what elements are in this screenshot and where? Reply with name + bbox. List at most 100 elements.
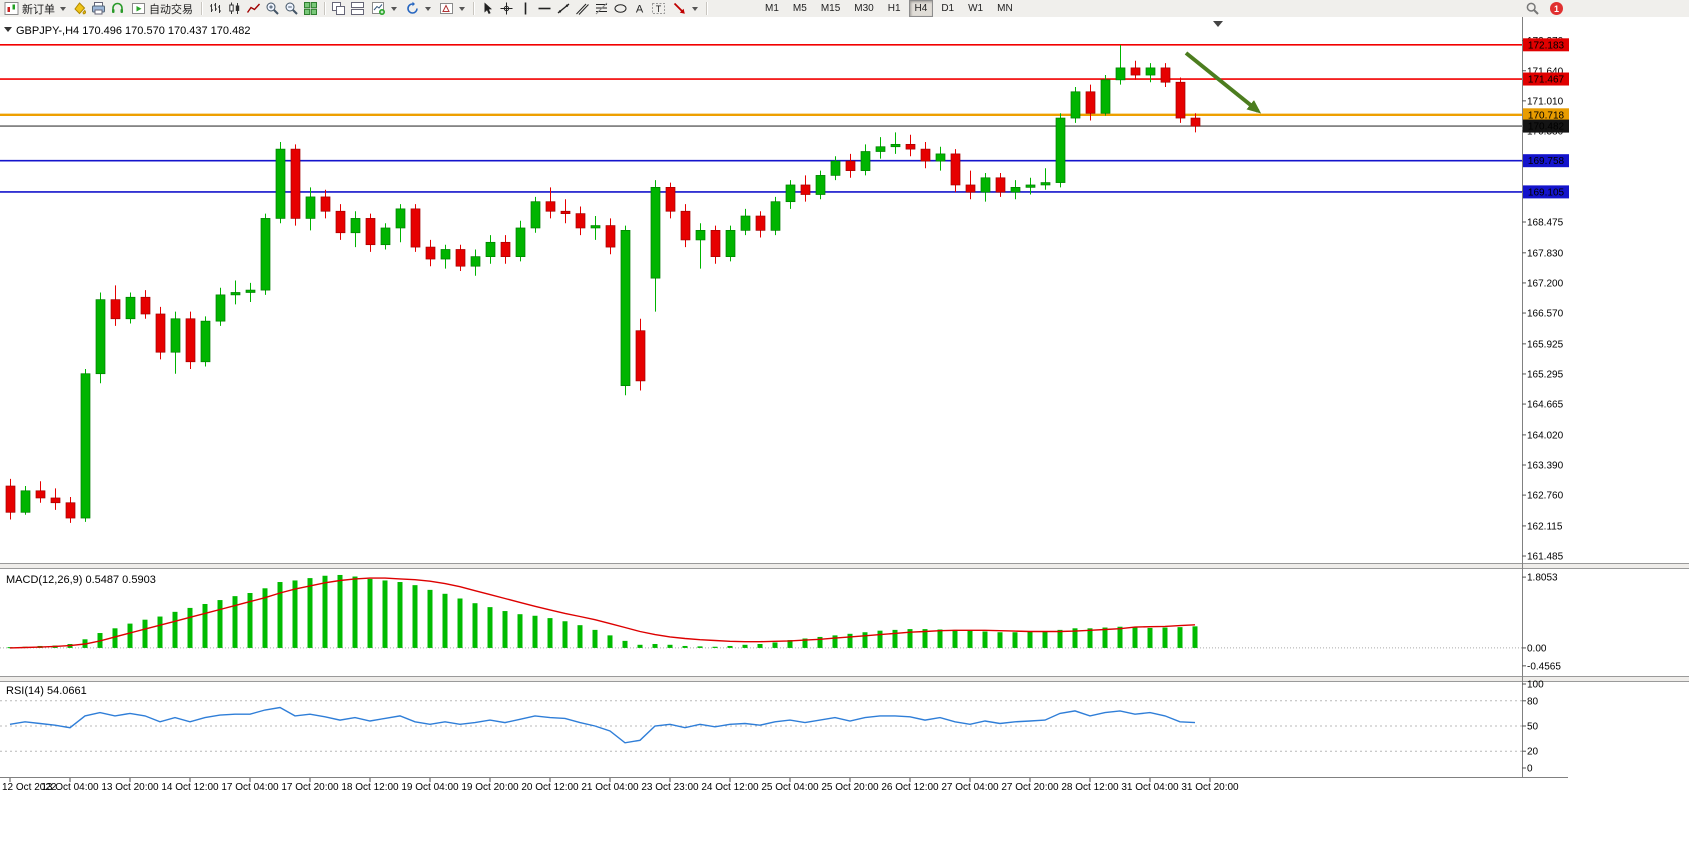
svg-text:0: 0 — [1527, 764, 1533, 775]
svg-text:169.105: 169.105 — [1528, 187, 1565, 198]
toolbar-separator — [324, 2, 325, 15]
chevron-down-icon — [60, 6, 66, 11]
templates-button[interactable] — [435, 1, 469, 17]
svg-text:171.010: 171.010 — [1527, 96, 1564, 107]
timeframe-button-mn[interactable]: MN — [997, 3, 1013, 14]
chart-title: GBPJPY-,H4 170.496 170.570 170.437 170.4… — [16, 25, 250, 37]
timeframe-button-h4[interactable]: H4 — [908, 0, 934, 17]
candlestick-chart-icon[interactable] — [225, 1, 244, 17]
svg-text:26 Oct 12:00: 26 Oct 12:00 — [881, 782, 939, 793]
svg-text:13 Oct 20:00: 13 Oct 20:00 — [101, 782, 159, 793]
horizontal-line-icon[interactable] — [535, 1, 554, 17]
zoom-out-icon[interactable] — [282, 1, 301, 17]
svg-text:80: 80 — [1527, 696, 1539, 707]
svg-text:166.570: 166.570 — [1527, 309, 1564, 320]
svg-text:17 Oct 20:00: 17 Oct 20:00 — [281, 782, 339, 793]
ellipse-shape-icon[interactable] — [611, 1, 630, 17]
toolbar-right-group: 1 — [1525, 1, 1563, 16]
timeframe-group: M1 M5 M15 M30 H1 H4 D1 W1 MN — [759, 0, 1021, 17]
svg-text:170.482: 170.482 — [1528, 122, 1565, 133]
macd-label: MACD(12,26,9) 0.5487 0.5903 — [6, 574, 156, 586]
printer-icon[interactable] — [89, 1, 108, 17]
candles-layer — [5, 44, 1201, 523]
svg-text:162.115: 162.115 — [1527, 521, 1563, 532]
symbol-dropdown-icon[interactable] — [4, 27, 12, 32]
svg-text:20 Oct 12:00: 20 Oct 12:00 — [521, 782, 579, 793]
timeframe-button-d1[interactable]: D1 — [941, 3, 955, 14]
line-chart-icon[interactable] — [244, 1, 263, 17]
svg-text:28 Oct 12:00: 28 Oct 12:00 — [1061, 782, 1119, 793]
svg-text:50: 50 — [1527, 722, 1539, 733]
bar-chart-icon[interactable] — [206, 1, 225, 17]
svg-text:27 Oct 20:00: 27 Oct 20:00 — [1001, 782, 1059, 793]
template-chart-icon — [439, 1, 454, 16]
chart-shift-marker[interactable] — [1213, 21, 1223, 27]
cascade-windows-icon[interactable] — [329, 1, 348, 17]
label-tool-icon[interactable]: T — [649, 1, 668, 17]
price-chart-svg[interactable]: 172.270171.640171.010170.380169.750169.1… — [0, 17, 1689, 858]
timeframe-button-m5[interactable]: M5 — [792, 3, 807, 14]
new-chart-button[interactable] — [367, 1, 401, 17]
svg-text:171.467: 171.467 — [1528, 75, 1565, 86]
tile-windows-icon[interactable] — [301, 1, 320, 17]
svg-text:19 Oct 04:00: 19 Oct 04:00 — [401, 782, 459, 793]
arrange-windows-icon[interactable] — [348, 1, 367, 17]
horizontal-lines-layer[interactable] — [0, 44, 1522, 193]
svg-text:31 Oct 04:00: 31 Oct 04:00 — [1121, 782, 1179, 793]
chevron-down-icon — [425, 6, 431, 11]
svg-text:23 Oct 23:00: 23 Oct 23:00 — [641, 782, 699, 793]
svg-text:167.200: 167.200 — [1527, 278, 1564, 289]
trend-arrow-annotation[interactable] — [1184, 51, 1262, 114]
macd-panel: 1.8053 0.00 -0.4565 — [0, 573, 1561, 672]
price-axis[interactable]: 172.270171.640171.010170.380169.750169.1… — [1522, 36, 1569, 563]
svg-text:1.8053: 1.8053 — [1527, 573, 1558, 584]
vertical-line-icon[interactable] — [516, 1, 535, 17]
timeframe-button-m15[interactable]: M15 — [820, 3, 841, 14]
timeframe-button-h1[interactable]: H1 — [887, 3, 901, 14]
svg-text:21 Oct 04:00: 21 Oct 04:00 — [581, 782, 639, 793]
svg-text:168.475: 168.475 — [1527, 217, 1564, 228]
new-chart-icon — [371, 1, 386, 16]
timeframe-button-w1[interactable]: W1 — [968, 3, 984, 14]
svg-text:24 Oct 12:00: 24 Oct 12:00 — [701, 782, 759, 793]
svg-text:100: 100 — [1527, 680, 1544, 691]
rsi-panel: 100 80 50 20 0 — [0, 680, 1544, 775]
search-icon[interactable] — [1525, 1, 1540, 16]
toolbar-separator — [706, 2, 707, 15]
timeframe-button-m1[interactable]: M1 — [765, 3, 779, 14]
arrow-tool-icon — [672, 1, 687, 16]
new-order-icon — [4, 1, 19, 16]
svg-text:164.665: 164.665 — [1527, 400, 1564, 411]
cursor-icon[interactable] — [478, 1, 497, 17]
svg-text:169.758: 169.758 — [1528, 156, 1565, 167]
paint-bucket-icon[interactable] — [70, 1, 89, 17]
channel-icon[interactable] — [573, 1, 592, 17]
trendline-icon[interactable] — [554, 1, 573, 17]
headset-icon[interactable] — [108, 1, 127, 17]
notification-badge[interactable]: 1 — [1550, 2, 1563, 15]
crosshair-icon[interactable] — [497, 1, 516, 17]
fibonacci-icon[interactable] — [592, 1, 611, 17]
zoom-in-icon[interactable] — [263, 1, 282, 17]
profiles-button[interactable] — [401, 1, 435, 17]
svg-text:A: A — [636, 4, 644, 16]
svg-text:163.390: 163.390 — [1527, 460, 1564, 471]
text-tool-icon[interactable]: A — [630, 1, 649, 17]
chevron-down-icon — [692, 6, 698, 11]
svg-text:25 Oct 04:00: 25 Oct 04:00 — [761, 782, 819, 793]
arrows-tool-button[interactable] — [668, 1, 702, 17]
autotrading-button[interactable]: 自动交易 — [127, 1, 197, 17]
svg-text:164.020: 164.020 — [1527, 430, 1564, 441]
toolbar-separator — [473, 2, 474, 15]
chevron-down-icon — [459, 6, 465, 11]
svg-text:27 Oct 04:00: 27 Oct 04:00 — [941, 782, 999, 793]
svg-text:14 Oct 12:00: 14 Oct 12:00 — [161, 782, 219, 793]
new-order-button[interactable]: 新订单 — [0, 1, 70, 17]
svg-text:13 Oct 04:00: 13 Oct 04:00 — [41, 782, 99, 793]
svg-text:165.925: 165.925 — [1527, 339, 1564, 350]
svg-text:20: 20 — [1527, 747, 1539, 758]
chart-area[interactable]: 172.270171.640171.010170.380169.750169.1… — [0, 17, 1689, 858]
svg-text:12 Oct 2022: 12 Oct 2022 — [2, 782, 57, 793]
timeframe-button-m30[interactable]: M30 — [854, 3, 874, 14]
